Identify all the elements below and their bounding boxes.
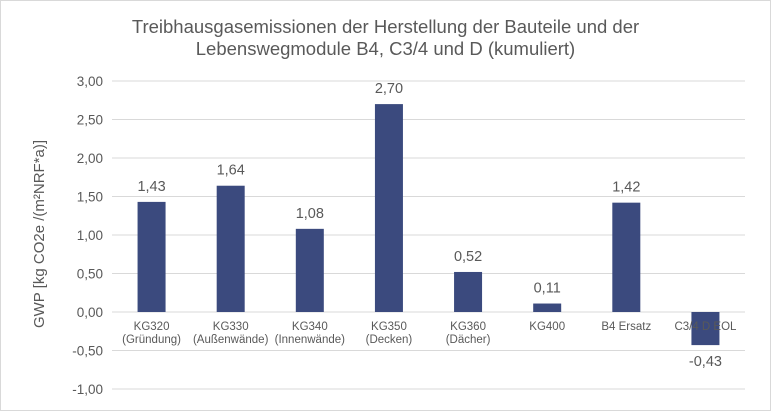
y-tick-label: 1,50 xyxy=(77,190,103,205)
x-tick-label: C3/4 D EOL xyxy=(674,321,737,333)
y-tick-label: -0,50 xyxy=(72,344,103,359)
y-tick-label: 1,00 xyxy=(77,228,103,243)
x-tick-label: KG400 xyxy=(529,321,565,333)
x-tick-label: (Innenwände) xyxy=(275,334,345,346)
bar xyxy=(612,202,641,312)
y-tick-label: 0,50 xyxy=(77,267,103,282)
x-tick-label: KG350 xyxy=(371,321,407,333)
data-label: 1,43 xyxy=(137,179,165,195)
x-tick-label: KG340 xyxy=(292,321,328,333)
y-tick-label: 2,00 xyxy=(77,151,103,166)
x-tick-label: (Gründung) xyxy=(122,334,181,346)
data-label: 0,11 xyxy=(534,281,561,297)
bar xyxy=(533,303,562,312)
data-label: 1,08 xyxy=(296,206,324,222)
bar xyxy=(374,104,403,312)
bar xyxy=(454,271,483,312)
chart-title-line-1: Treibhausgasemissionen der Herstellung d… xyxy=(131,16,640,37)
x-tick-label: (Außenwände) xyxy=(193,334,269,346)
y-axis-label: GWP [kg CO2e /(m²NRF*a)] xyxy=(31,140,48,328)
data-label: 1,64 xyxy=(217,163,245,179)
bar xyxy=(295,228,324,312)
y-tick-label: 3,00 xyxy=(77,74,103,89)
chart-title-line-2: Lebenswegmodule B4, C3/4 und D (kumulier… xyxy=(195,38,576,59)
bar xyxy=(691,312,720,346)
y-tick-label: 0,00 xyxy=(77,305,103,320)
x-tick-label: (Dächer) xyxy=(446,334,491,346)
x-tick-label: (Decken) xyxy=(366,334,413,346)
y-tick-label: -1,00 xyxy=(72,382,103,397)
x-tick-label: KG320 xyxy=(134,321,170,333)
data-label: 1,42 xyxy=(612,180,640,196)
x-tick-label: KG330 xyxy=(213,321,249,333)
data-label: 0,52 xyxy=(454,249,482,265)
data-label: 2,70 xyxy=(375,81,403,97)
bar xyxy=(137,201,166,312)
bar xyxy=(216,185,245,312)
x-tick-label: B4 Ersatz xyxy=(601,321,651,333)
x-tick-label: KG360 xyxy=(450,321,486,333)
y-tick-label: 2,50 xyxy=(77,113,103,128)
data-label: -0,43 xyxy=(689,354,722,370)
